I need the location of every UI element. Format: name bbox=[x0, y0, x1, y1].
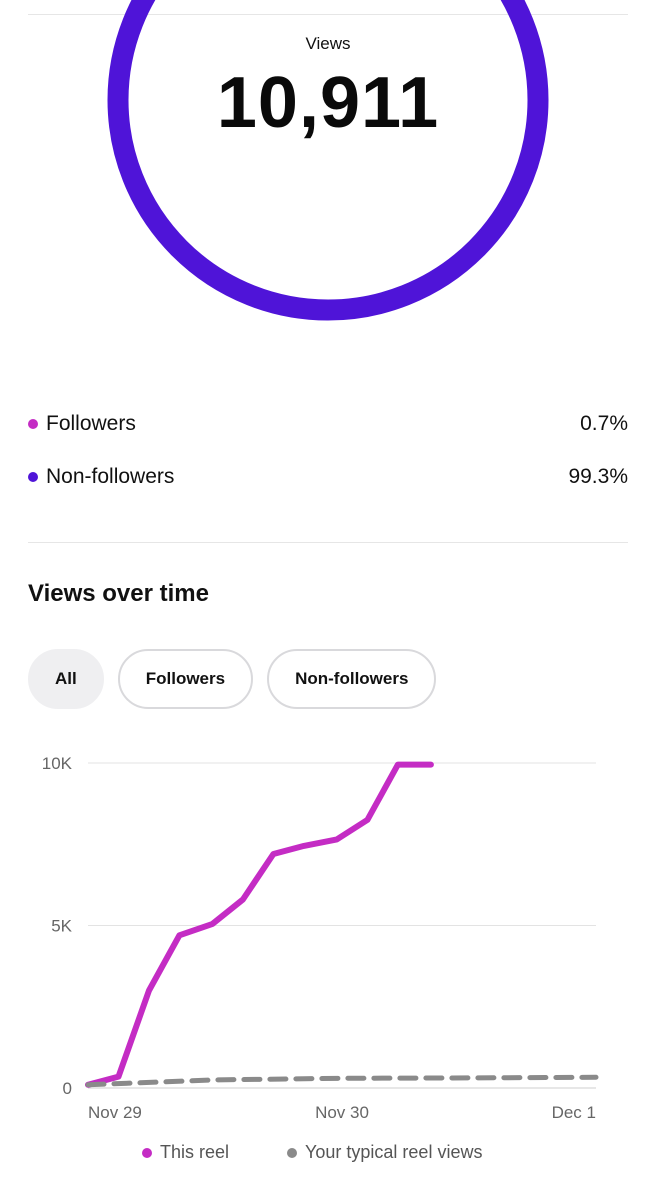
x-tick-label: Nov 30 bbox=[315, 1103, 369, 1122]
legend-item-typical: Your typical reel views bbox=[287, 1142, 482, 1163]
views-ring: Views 10,911 bbox=[0, 0, 656, 340]
views-label: Views bbox=[305, 34, 351, 53]
views-ring-circle bbox=[107, 0, 549, 321]
filter-tab-followers[interactable]: Followers bbox=[117, 649, 254, 709]
breakdown-label: Followers bbox=[46, 412, 136, 435]
y-tick-label: 0 bbox=[63, 1079, 72, 1098]
series-line-typical-reel-views bbox=[85, 1074, 599, 1088]
y-tick-label: 10K bbox=[42, 754, 73, 773]
filter-tab-non-followers[interactable]: Non-followers bbox=[267, 649, 437, 709]
filter-tabs: All Followers Non-followers bbox=[28, 649, 437, 709]
views-total: 10,911 bbox=[216, 63, 440, 143]
views-over-time-chart: 0 5K 10K Nov 29 Nov 30 Dec 1 bbox=[0, 740, 656, 1180]
series-line-this-reel bbox=[85, 761, 434, 1088]
legend-label: This reel bbox=[160, 1142, 230, 1162]
filter-tab-all[interactable]: All bbox=[28, 649, 104, 709]
x-tick-label: Nov 29 bbox=[88, 1103, 142, 1122]
y-tick-label: 5K bbox=[51, 917, 72, 936]
x-tick-label: Dec 1 bbox=[552, 1103, 596, 1122]
legend-item-this-reel: This reel bbox=[142, 1142, 229, 1163]
chart-legend: This reel Your typical reel views bbox=[142, 1142, 482, 1163]
non-followers-dot bbox=[28, 472, 38, 482]
section-divider bbox=[28, 542, 628, 543]
views-chart-svg: 0 5K 10K Nov 29 Nov 30 Dec 1 bbox=[42, 754, 599, 1122]
breakdown-label: Non-followers bbox=[46, 465, 175, 488]
breakdown-value: 99.3% bbox=[568, 465, 628, 488]
legend-label: Your typical reel views bbox=[305, 1142, 483, 1162]
breakdown-row-non-followers: Non-followers 99.3% bbox=[28, 462, 628, 492]
breakdown-row-followers: Followers 0.7% bbox=[28, 409, 628, 439]
breakdown-value: 0.7% bbox=[580, 412, 628, 435]
views-ring-graphic bbox=[107, 0, 549, 321]
typical-reel-dot bbox=[287, 1147, 298, 1158]
followers-dot bbox=[28, 419, 38, 429]
views-over-time-title: Views over time bbox=[28, 580, 209, 607]
top-divider bbox=[28, 14, 628, 15]
this-reel-dot bbox=[142, 1147, 152, 1158]
